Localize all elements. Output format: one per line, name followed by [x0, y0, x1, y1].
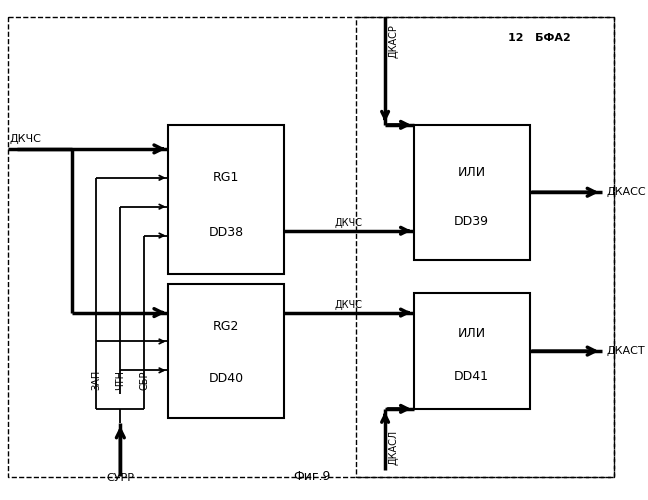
- Text: DD39: DD39: [454, 216, 489, 228]
- Text: RG2: RG2: [213, 320, 239, 334]
- Text: ДКАСЛ: ДКАСЛ: [388, 430, 398, 464]
- Text: 12   БФА2: 12 БФА2: [508, 34, 570, 43]
- Text: DD38: DD38: [209, 226, 244, 239]
- Bar: [414, 294, 529, 409]
- Text: DD40: DD40: [209, 372, 244, 384]
- Text: ЗАП: ЗАП: [91, 370, 101, 390]
- Text: СБР: СБР: [139, 370, 150, 390]
- Text: Фиг.9: Фиг.9: [294, 470, 330, 483]
- Text: ИЛИ: ИЛИ: [457, 166, 486, 178]
- Text: СУРР: СУРР: [106, 473, 134, 483]
- Bar: [356, 17, 614, 477]
- Bar: [168, 284, 284, 418]
- Text: DD41: DD41: [454, 370, 489, 383]
- Text: ДКЧС: ДКЧС: [335, 218, 363, 228]
- Text: ДКАСТ: ДКАСТ: [607, 346, 645, 356]
- Bar: [168, 125, 284, 274]
- Text: ЧТН: ЧТН: [115, 370, 125, 390]
- Text: ДКЧС: ДКЧС: [10, 134, 41, 144]
- Text: RG1: RG1: [213, 170, 239, 183]
- Text: ИЛИ: ИЛИ: [457, 328, 486, 340]
- Text: ДКАСР: ДКАСР: [388, 24, 398, 58]
- Text: ДКАСС: ДКАСС: [607, 187, 646, 198]
- Bar: [414, 125, 529, 260]
- Text: ДКЧС: ДКЧС: [335, 300, 363, 310]
